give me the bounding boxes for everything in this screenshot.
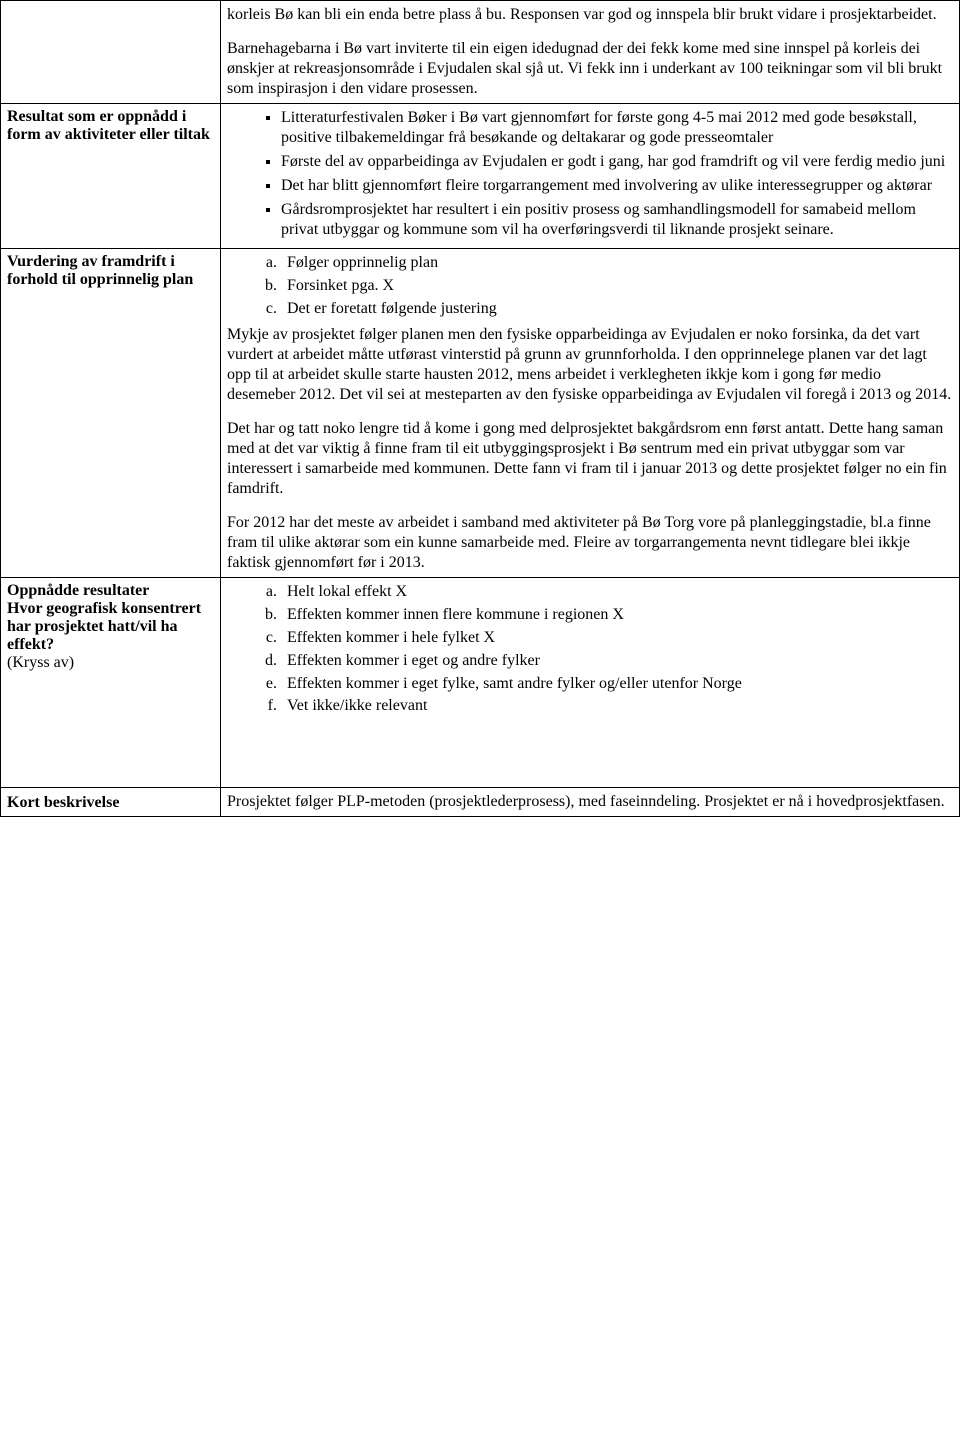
row2-content-cell: Følger opprinnelig plan Forsinket pga. X… <box>221 249 960 578</box>
table-row: Resultat som er oppnådd i form av aktivi… <box>1 104 960 249</box>
table-row: korleis Bø kan bli ein enda betre plass … <box>1 1 960 104</box>
table-row: Kort beskrivelse Prosjektet følger PLP-m… <box>1 788 960 817</box>
row0-content-cell: korleis Bø kan bli ein enda betre plass … <box>221 1 960 104</box>
alpha-list: Helt lokal effekt X Effekten kommer inne… <box>227 582 953 717</box>
row2-label-cell: Vurdering av framdrift i forhold til opp… <box>1 249 221 578</box>
list-item: Gårdsromprosjektet har resultert i ein p… <box>281 200 953 240</box>
row3-label-cell: Oppnådde resultater Hvor geografisk kons… <box>1 578 221 788</box>
row4-label-cell: Kort beskrivelse <box>1 788 221 817</box>
list-item: Første del av opparbeidinga av Evjudalen… <box>281 152 953 172</box>
paragraph: For 2012 har det meste av arbeidet i sam… <box>227 513 953 573</box>
row4-content-cell: Prosjektet følger PLP-metoden (prosjektl… <box>221 788 960 817</box>
table-row: Vurdering av framdrift i forhold til opp… <box>1 249 960 578</box>
list-item: Det har blitt gjennomført fleire torgarr… <box>281 176 953 196</box>
list-item: Effekten kommer i hele fylket X <box>281 628 953 649</box>
list-item: Helt lokal effekt X <box>281 582 953 603</box>
list-item: Forsinket pga. X <box>281 276 953 297</box>
list-item: Det er foretatt følgende justering <box>281 299 953 320</box>
row3-content-cell: Helt lokal effekt X Effekten kommer inne… <box>221 578 960 788</box>
row1-content-cell: Litteraturfestivalen Bøker i Bø vart gje… <box>221 104 960 249</box>
list-item: Effekten kommer innen flere kommune i re… <box>281 605 953 626</box>
row-label-bold: Oppnådde resultater <box>7 582 214 600</box>
list-item: Effekten kommer i eget og andre fylker <box>281 651 953 672</box>
alpha-list: Følger opprinnelig plan Forsinket pga. X… <box>227 253 953 319</box>
list-item: Følger opprinnelig plan <box>281 253 953 274</box>
row0-label-cell <box>1 1 221 104</box>
row-label-plain: (Kryss av) <box>7 654 214 672</box>
row-label: Kort beskrivelse <box>7 794 119 811</box>
row-label: Resultat som er oppnådd i form av aktivi… <box>7 108 210 143</box>
row-label: Vurdering av framdrift i forhold til opp… <box>7 253 193 288</box>
paragraph: Barnehagebarna i Bø vart inviterte til e… <box>227 39 953 99</box>
document-table: korleis Bø kan bli ein enda betre plass … <box>0 0 960 817</box>
row1-label-cell: Resultat som er oppnådd i form av aktivi… <box>1 104 221 249</box>
paragraph: korleis Bø kan bli ein enda betre plass … <box>227 5 953 25</box>
row-label-bold: Hvor geografisk konsentrert har prosjekt… <box>7 600 214 654</box>
paragraph: Det har og tatt noko lengre tid å kome i… <box>227 419 953 499</box>
paragraph: Mykje av prosjektet følger planen men de… <box>227 325 953 405</box>
table-row: Oppnådde resultater Hvor geografisk kons… <box>1 578 960 788</box>
spacer <box>227 723 953 783</box>
paragraph: Prosjektet følger PLP-metoden (prosjektl… <box>227 792 953 812</box>
list-item: Vet ikke/ikke relevant <box>281 696 953 717</box>
list-item: Litteraturfestivalen Bøker i Bø vart gje… <box>281 108 953 148</box>
bullet-list: Litteraturfestivalen Bøker i Bø vart gje… <box>227 108 953 240</box>
list-item: Effekten kommer i eget fylke, samt andre… <box>281 674 953 695</box>
